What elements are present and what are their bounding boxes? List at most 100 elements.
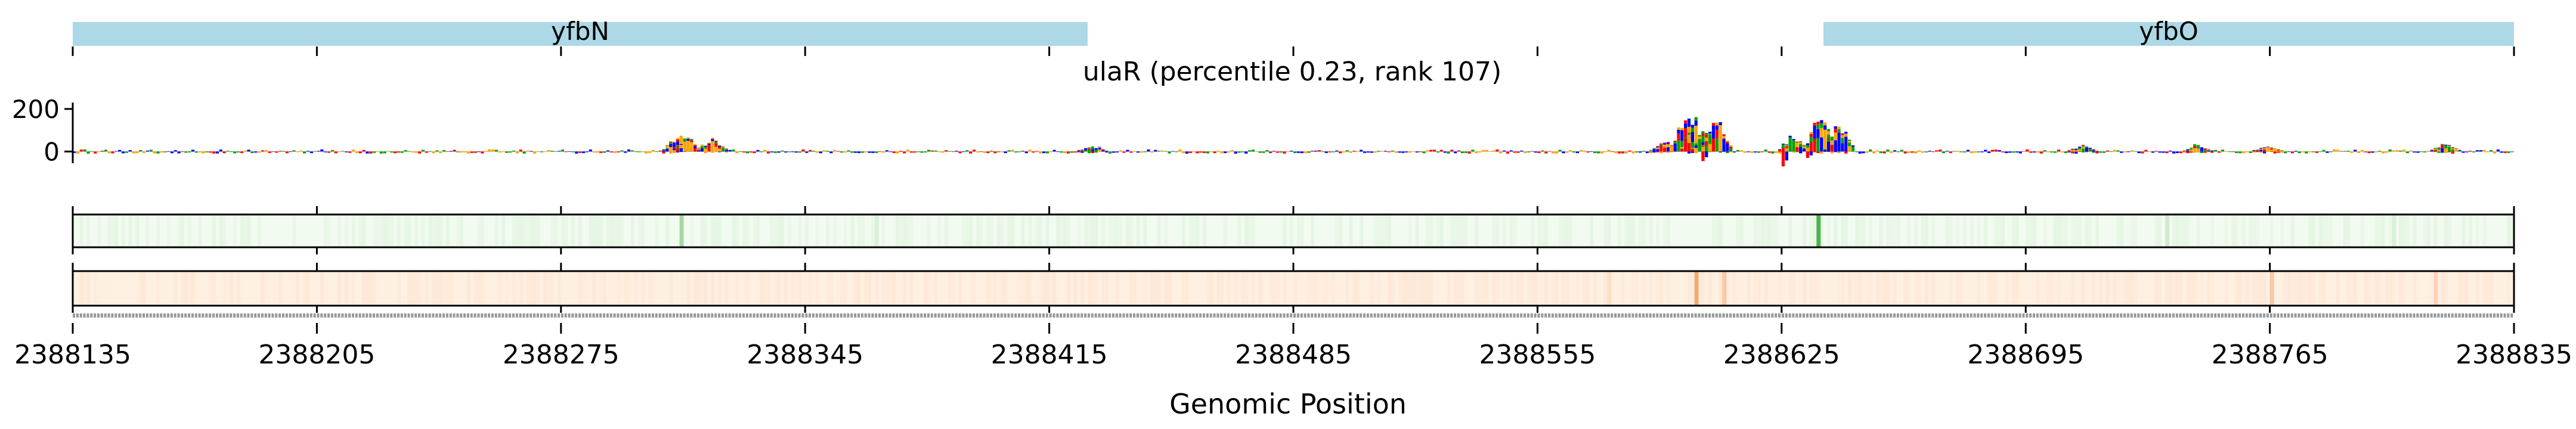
sequence-char: [1708, 313, 1711, 318]
heat-cell: [2433, 214, 2438, 247]
sequence-char: [648, 313, 651, 318]
heat-hotspot: [875, 214, 880, 247]
logo-peak-letter: [2270, 148, 2273, 150]
heat-cell: [481, 214, 485, 247]
heat-cell: [1314, 271, 1318, 306]
sequence-char: [1272, 313, 1275, 318]
sequence-char: [1349, 313, 1352, 318]
logo-peak-letter: [1687, 126, 1691, 137]
heat-cell: [2011, 271, 2015, 306]
heat-hotspot: [2165, 214, 2170, 247]
logo-noise: [1736, 150, 1740, 152]
sequence-char: [94, 313, 97, 318]
sequence-char: [121, 313, 124, 318]
sequence-char: [1192, 313, 1195, 318]
sequence-char: [439, 313, 442, 318]
heat-cell: [826, 271, 829, 306]
heat-cell: [1018, 271, 1021, 306]
logo-noise: [205, 151, 209, 153]
heat-cell: [700, 214, 704, 247]
sequence-char: [645, 313, 648, 318]
sequence-char: [2343, 313, 2346, 318]
sequence-char: [934, 313, 937, 318]
heat-cell: [1631, 271, 1635, 306]
sequence-char: [233, 313, 236, 318]
logo-peak-letter: [2273, 148, 2277, 150]
logo-noise: [2416, 151, 2420, 153]
heat-cell: [1321, 271, 1325, 306]
logo-peak-letter: [2433, 150, 2437, 152]
sequence-char: [407, 313, 410, 318]
logo-peak-letter: [2454, 148, 2458, 149]
logo-peak-letter: [1841, 133, 1844, 135]
heat-cell: [976, 214, 980, 247]
sequence-char: [578, 313, 581, 318]
sequence-char: [166, 313, 170, 318]
heat-cell: [498, 271, 502, 306]
logo-peak-letter: [669, 147, 673, 152]
heat-cell: [2071, 214, 2075, 247]
logo-noise: [581, 151, 586, 153]
sequence-char: [1052, 313, 1055, 318]
sequence-char: [1060, 313, 1063, 318]
sequence-char: [826, 313, 829, 318]
logo-noise: [2280, 151, 2284, 153]
logo-noise: [2451, 151, 2454, 154]
logo-peak-letter: [1816, 122, 1820, 125]
logo-peak-letter: [1094, 150, 1098, 152]
heat-cell: [969, 214, 973, 247]
sequence-char: [1049, 313, 1052, 318]
logo-noise: [442, 150, 446, 152]
heat-cell: [1534, 271, 1538, 306]
logo-noise: [2364, 151, 2367, 153]
heat-cell: [735, 214, 739, 247]
logo-noise: [1175, 151, 1178, 153]
heat-cell: [1558, 214, 1562, 247]
logo-peak-letter: [1698, 135, 1701, 137]
logo-noise: [477, 151, 481, 153]
logo-peak-letter: [1799, 141, 1803, 142]
heat-cell: [156, 271, 160, 306]
logo-noise: [1509, 150, 1513, 152]
logo-noise: [2210, 151, 2214, 153]
logo-peak-letter: [1823, 125, 1827, 130]
sequence-char: [1181, 313, 1184, 318]
sequence-char: [1966, 313, 1969, 318]
sequence-char: [345, 313, 348, 318]
logo-noise: [1998, 150, 2001, 152]
heat-cell: [2402, 271, 2406, 306]
logo-peak-letter: [1719, 122, 1722, 125]
sequence-char: [2113, 313, 2116, 318]
logo-noise: [1328, 151, 1332, 153]
sequence-char: [2283, 313, 2287, 318]
sequence-char: [676, 313, 679, 318]
x-tick-label: 2388275: [503, 340, 620, 370]
heat-cell: [924, 271, 927, 306]
logo-noise: [924, 151, 927, 153]
sequence-char: [2053, 313, 2057, 318]
logo-noise: [1690, 151, 1695, 153]
sequence-char: [306, 313, 309, 318]
heat-cell: [1094, 214, 1098, 247]
sequence-char: [1754, 313, 1757, 318]
sequence-char: [1694, 313, 1697, 318]
logo-peak-letter: [676, 139, 680, 142]
logo-noise: [1537, 151, 1541, 153]
heat-cell: [1708, 271, 1712, 306]
logo-peak-letter: [2193, 145, 2197, 147]
sequence-char: [770, 313, 773, 318]
sequence-char: [142, 313, 145, 318]
heat-cell: [760, 271, 764, 306]
heat-cell: [1196, 214, 1200, 247]
logo-noise: [2106, 150, 2109, 152]
logo-noise: [1356, 151, 1360, 153]
heat-cell: [795, 271, 798, 306]
sequence-char: [2228, 313, 2231, 318]
logo-noise: [917, 151, 920, 153]
heat-cell: [599, 214, 603, 247]
heat-cell: [875, 271, 878, 306]
logo-noise: [766, 151, 770, 154]
logo-noise: [969, 151, 973, 154]
sequence-char: [906, 313, 909, 318]
sequence-char: [100, 313, 103, 318]
